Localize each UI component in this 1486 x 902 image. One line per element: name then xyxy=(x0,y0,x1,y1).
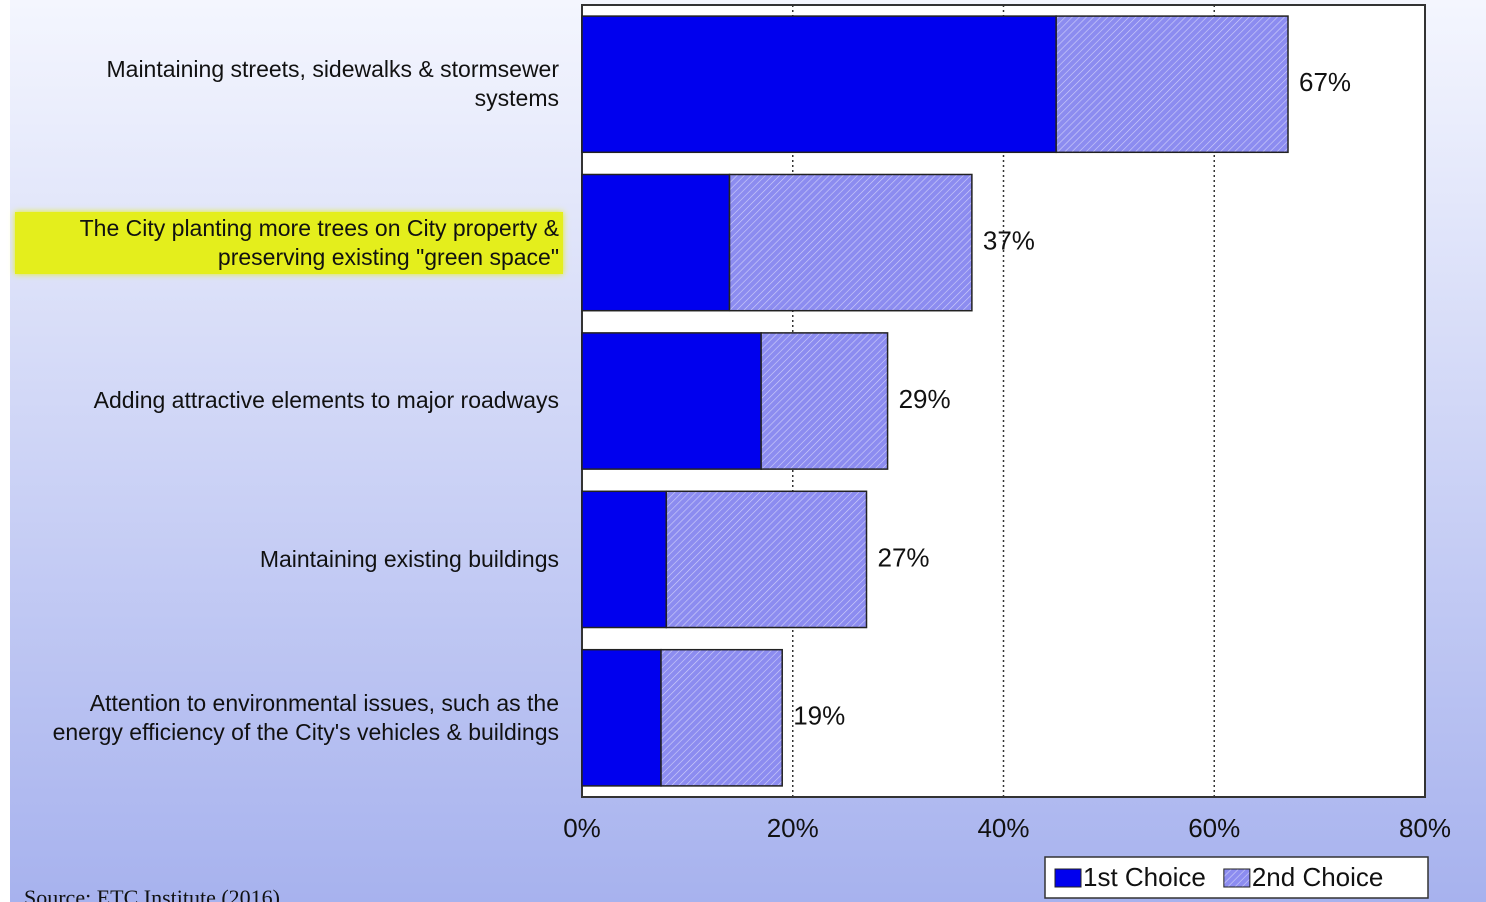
total-label: 37% xyxy=(983,225,1035,255)
bar xyxy=(581,490,668,629)
category-label-box: Maintaining existing buildings xyxy=(15,480,563,638)
y-tick-label: Maintaining streets, sidewalks & stormse… xyxy=(106,56,560,112)
category-label-box: Attention to environmental issues, such … xyxy=(15,639,563,797)
bar xyxy=(1055,15,1289,154)
source: Source: ETC Institute (2016) xyxy=(24,885,280,902)
bar xyxy=(665,490,868,629)
x-tick-label: 0% xyxy=(563,813,601,843)
y-tick-label: Attention to environmental issues, such … xyxy=(52,689,559,745)
y-tick-label: Maintaining existing buildings xyxy=(259,545,559,572)
bar xyxy=(760,332,889,470)
total-label: 19% xyxy=(793,701,845,731)
legend-label: 2nd Choice xyxy=(1252,862,1384,892)
legend-swatch xyxy=(1054,868,1082,888)
x-tick-label: 20% xyxy=(767,813,819,843)
bar xyxy=(581,173,731,312)
x-tick-label: 40% xyxy=(977,813,1029,843)
category-label-box: Maintaining streets, sidewalks & stormse… xyxy=(15,5,563,163)
x-tick-label: 60% xyxy=(1188,813,1240,843)
bar xyxy=(581,332,762,470)
bar xyxy=(728,173,973,312)
y-tick-label: Adding attractive elements to major road… xyxy=(93,387,559,414)
total-label: 67% xyxy=(1299,67,1351,97)
legend-swatch xyxy=(1223,868,1251,888)
bar xyxy=(581,648,662,787)
category-label-box: The City planting more trees on City pro… xyxy=(15,163,563,321)
bar xyxy=(581,15,1057,154)
total-label: 27% xyxy=(878,542,930,572)
total-label: 29% xyxy=(899,384,951,414)
bar xyxy=(660,648,783,787)
category-label-box: Adding attractive elements to major road… xyxy=(15,322,563,480)
legend-label: 1st Choice xyxy=(1083,862,1206,892)
y-tick-label: The City planting more trees on City pro… xyxy=(15,211,563,274)
x-tick-label: 80% xyxy=(1399,813,1451,843)
